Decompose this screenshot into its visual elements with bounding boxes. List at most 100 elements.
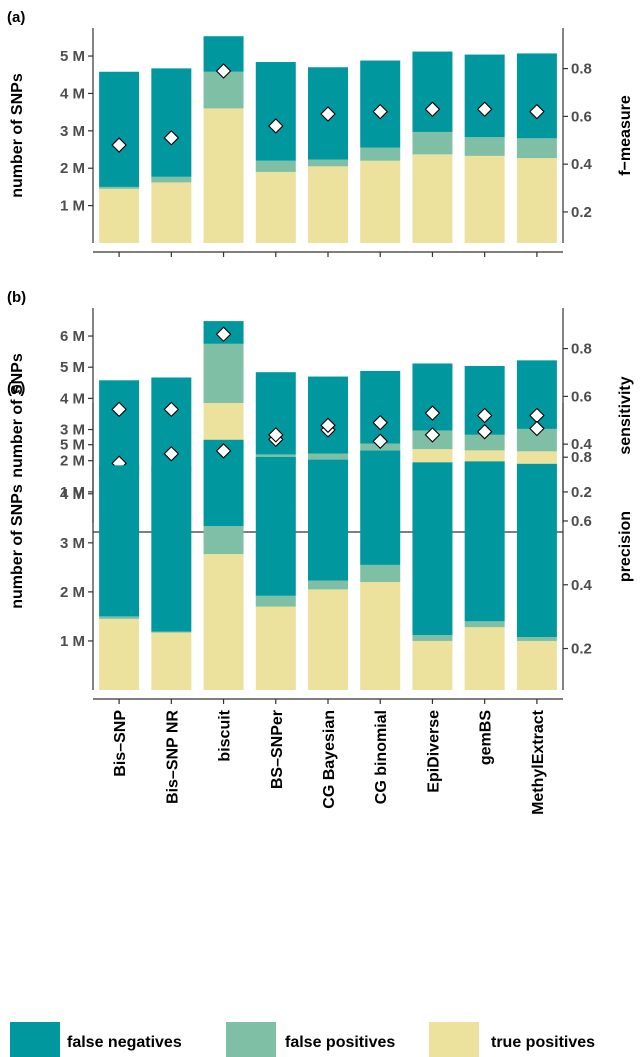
- bar-true-positives: [360, 160, 401, 243]
- bar-false-positives: [464, 434, 505, 451]
- category-label: Bis–SNP NR: [164, 710, 181, 804]
- bar-true-positives: [308, 589, 348, 690]
- left-tick-label: 2 M: [60, 453, 85, 470]
- bar-false-negatives: [516, 463, 557, 638]
- metric-point: [320, 417, 336, 434]
- left-tick-label: 4 M: [60, 85, 85, 102]
- left-tick-label: 5 M: [60, 48, 85, 65]
- bar-false-negatives: [464, 461, 505, 622]
- metric-point: [267, 118, 284, 134]
- y-axis-title: number of SNPs: [9, 484, 26, 609]
- bar-false-positives: [255, 160, 296, 172]
- bar-true-positives: [464, 627, 505, 690]
- bar-true-positives: [255, 171, 296, 243]
- bar-false-negatives: [412, 462, 453, 636]
- bar-false-negatives: [99, 71, 140, 187]
- bar-false-positives: [360, 564, 401, 583]
- bar-true-positives: [516, 640, 557, 690]
- legend-swatch: [10, 1022, 60, 1057]
- category-label: BS–SNPer: [269, 710, 286, 789]
- bar-false-positives: [203, 343, 244, 404]
- right-tick-label: 0.2: [571, 204, 592, 221]
- right-tick-label: 0.6: [571, 108, 592, 125]
- left-tick-label: 1 M: [60, 633, 85, 650]
- bar-false-positives: [255, 595, 296, 607]
- category-label: CG Bayesian: [321, 710, 338, 809]
- left-tick-label: 3 M: [60, 535, 85, 552]
- left-tick-label: 5 M: [60, 437, 85, 454]
- bar-false-positives: [412, 635, 453, 641]
- metric-point: [163, 401, 180, 418]
- bar-false-negatives: [99, 465, 140, 617]
- bar-false-positives: [151, 176, 192, 183]
- bar-true-positives: [516, 158, 557, 243]
- left-tick-label: 2 M: [60, 584, 85, 601]
- panel-c: (c) 1 M 2 M 3 M 4 M 5 M 0.2 0.4 0.6 0.8 number of …: [7, 380, 634, 704]
- metric-point: [111, 401, 127, 418]
- category-label: biscuit: [217, 709, 234, 761]
- left-tick-label: 6 M: [60, 328, 85, 345]
- bar-true-positives: [412, 640, 453, 690]
- metric-point: [476, 407, 493, 424]
- category-label: Bis–SNP: [112, 710, 129, 777]
- right-tick-label: 0.2: [571, 484, 592, 501]
- right-tick-label: 0.8: [571, 61, 592, 78]
- y-axis-title: number of SNPs: [9, 353, 26, 478]
- right-tick-label: 0.4: [571, 156, 593, 173]
- bar-false-positives: [308, 159, 348, 167]
- y2-axis-title: f−measure: [617, 95, 634, 176]
- metric-point: [529, 420, 545, 437]
- metric-point: [215, 443, 232, 459]
- metric-point: [215, 326, 232, 343]
- panel-label: (b): [7, 289, 26, 306]
- left-tick-label: 1 M: [60, 484, 85, 501]
- right-tick-label: 0.2: [571, 641, 592, 658]
- right-tick-label: 0.4: [571, 436, 593, 453]
- left-tick-label: 3 M: [60, 123, 85, 140]
- right-tick-label: 0.8: [571, 341, 592, 358]
- bar-false-positives: [151, 631, 192, 633]
- bar-true-positives: [203, 108, 244, 244]
- panel-label: (c): [7, 380, 25, 397]
- bar-false-positives: [516, 138, 557, 159]
- category-label: MethylExtract: [530, 709, 547, 815]
- bar-false-negatives: [360, 450, 401, 565]
- right-tick-label: 0.6: [571, 513, 592, 530]
- y2-axis-title: sensitivity: [617, 376, 634, 454]
- bar-false-positives: [99, 186, 140, 189]
- bar-true-positives: [464, 155, 505, 243]
- bar-true-positives: [412, 154, 453, 243]
- left-tick-label: 4 M: [60, 390, 85, 407]
- bar-false-negatives: [255, 62, 296, 161]
- bar-false-positives: [516, 428, 557, 452]
- right-tick-label: 0.4: [571, 577, 593, 594]
- bar-false-negatives: [151, 68, 192, 177]
- bar-false-positives: [464, 137, 505, 156]
- category-label: EpiDiverse: [425, 710, 442, 793]
- metric-point: [372, 103, 389, 120]
- bar-true-positives: [99, 618, 140, 690]
- left-tick-label: 3 M: [60, 422, 85, 439]
- bar-false-negatives: [464, 365, 505, 435]
- bar-false-negatives: [308, 376, 348, 454]
- legend-label: false positives: [285, 1034, 395, 1051]
- left-tick-label: 5 M: [60, 359, 85, 376]
- bar-false-negatives: [360, 370, 401, 444]
- panel-a: (a) 1 M 2 M 3 M 4 M 5 M 0.2 0.4 0.6 0.8 number of …: [7, 9, 634, 257]
- metric-point: [424, 101, 441, 118]
- bar-false-negatives: [412, 51, 453, 132]
- bar-true-positives: [99, 188, 140, 243]
- legend-label: false negatives: [67, 1034, 182, 1051]
- bar-false-negatives: [308, 459, 348, 581]
- metric-point: [163, 445, 180, 462]
- metric-point: [372, 414, 389, 431]
- legend-swatch: [429, 1022, 479, 1057]
- bar-false-negatives: [516, 53, 557, 139]
- legend-swatch: [226, 1022, 276, 1057]
- legend-label: true positives: [491, 1034, 595, 1051]
- bar-false-positives: [308, 580, 348, 590]
- bar-true-positives: [203, 554, 244, 690]
- y-axis-title: number of SNPs: [9, 73, 26, 198]
- metric-point: [372, 433, 389, 450]
